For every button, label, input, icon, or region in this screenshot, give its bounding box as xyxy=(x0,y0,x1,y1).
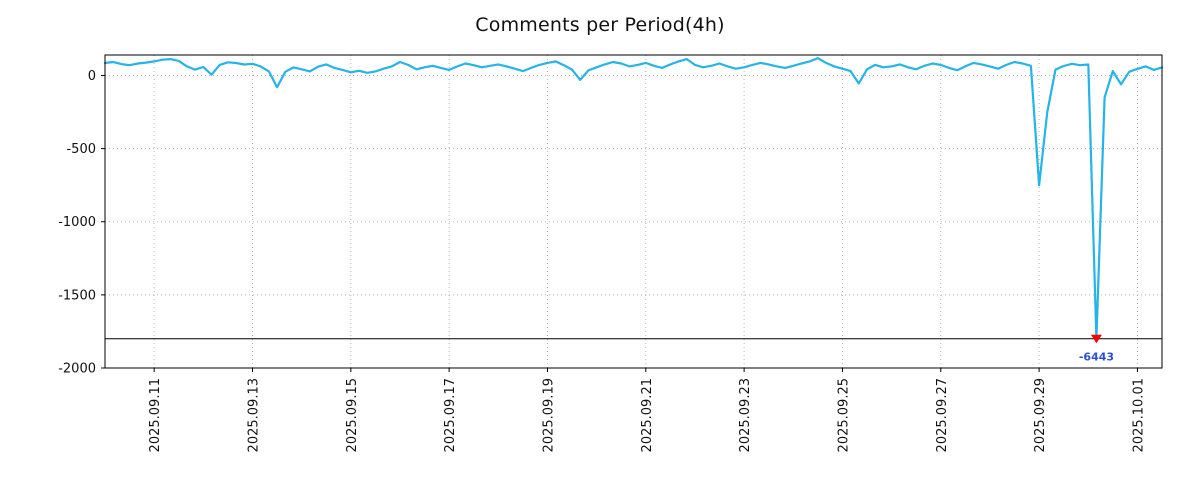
axes-frame xyxy=(104,54,1163,369)
x-tick-label: 2025.09.15 xyxy=(345,378,360,452)
x-tick-label: 2025.09.23 xyxy=(738,378,753,452)
y-tick-label: -500 xyxy=(66,142,96,157)
min-value-label: -6443 xyxy=(1079,351,1114,364)
x-tick-label: 2025.10.01 xyxy=(1131,378,1146,452)
x-tick-label: 2025.09.29 xyxy=(1033,378,1048,452)
min-marker-icon xyxy=(1090,334,1102,344)
x-tick-label: 2025.09.19 xyxy=(541,378,556,452)
y-tick-label: -1000 xyxy=(58,215,96,230)
x-tick-label: 2025.09.13 xyxy=(246,378,261,452)
x-tick-label: 2025.09.27 xyxy=(935,378,950,452)
x-tick-label: 2025.09.25 xyxy=(836,378,851,452)
x-tick-label: 2025.09.21 xyxy=(640,378,655,452)
x-tick-label: 2025.09.17 xyxy=(443,378,458,452)
y-tick-label: -1500 xyxy=(58,288,96,303)
chart-title: Comments per Period(4h) xyxy=(475,14,725,36)
y-tick-label: 0 xyxy=(88,69,96,84)
series-line xyxy=(103,57,1164,340)
x-tick-label: 2025.09.11 xyxy=(148,378,163,452)
y-tick-label: -2000 xyxy=(58,362,96,377)
